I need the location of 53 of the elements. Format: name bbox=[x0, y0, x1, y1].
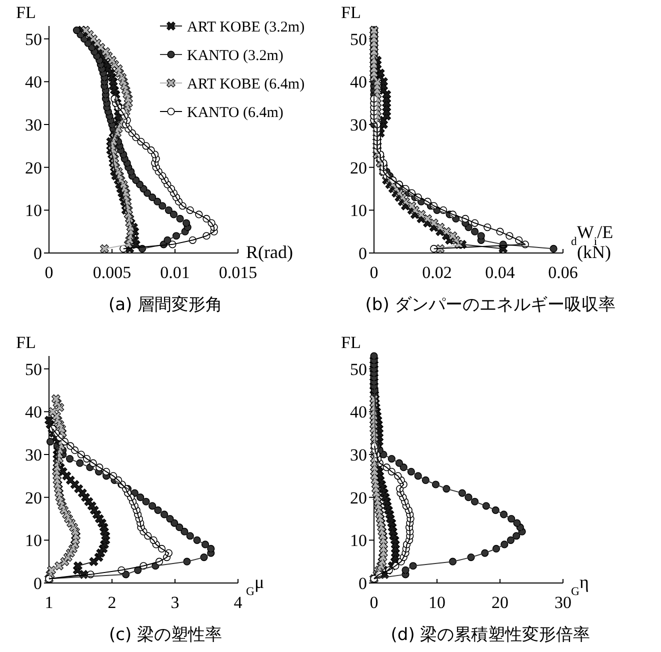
y-axis-title: FL bbox=[341, 3, 361, 22]
y-tick-label: 30 bbox=[25, 115, 42, 134]
y-tick-label: 20 bbox=[25, 158, 42, 178]
x-tick-label: 3 bbox=[170, 593, 180, 612]
x-axis-title: $_{G}$μ bbox=[246, 572, 264, 598]
y-tick-label: 10 bbox=[350, 531, 367, 550]
x-tick-label: 0.005 bbox=[92, 263, 132, 282]
y-tick-label: 40 bbox=[25, 402, 42, 422]
x-tick-label: 10 bbox=[428, 593, 446, 612]
x-tick-label: 0.06 bbox=[548, 263, 578, 282]
x-tick-label: 4 bbox=[234, 593, 243, 612]
text: (a) 層間変形角 bbox=[108, 295, 223, 315]
x-axis-title: R(rad) bbox=[246, 242, 293, 262]
x-tick-label: 20 bbox=[492, 593, 508, 612]
y-tick-label: 10 bbox=[25, 201, 42, 220]
legend-label: KANTO (6.4m) bbox=[187, 104, 284, 121]
y-tick-label: 0 bbox=[358, 574, 367, 593]
y-tick-label: 30 bbox=[350, 115, 367, 134]
y-tick-label: 50 bbox=[25, 360, 42, 379]
legend-label: ART KOBE (6.4m) bbox=[187, 76, 305, 92]
y-tick-label: 0 bbox=[34, 574, 42, 593]
y-axis-title: FL bbox=[16, 3, 36, 22]
y-tick-label: 50 bbox=[25, 30, 42, 49]
legend-label: KANTO (3.2m) bbox=[187, 48, 284, 64]
y-tick-label: 20 bbox=[350, 158, 367, 178]
y-tick-label: 40 bbox=[350, 72, 367, 92]
y-tick-label: 20 bbox=[25, 488, 42, 508]
y-tick-label: 30 bbox=[350, 445, 367, 464]
x-tick-label: 30 bbox=[554, 593, 572, 612]
x-tick-label: 1 bbox=[44, 593, 54, 612]
x-tick-label: 0.01 bbox=[160, 263, 190, 282]
y-tick-label: 10 bbox=[350, 201, 367, 220]
y-tick-label: 40 bbox=[350, 402, 367, 422]
y-tick-label: 30 bbox=[25, 445, 42, 464]
text: (b) ダンパーのエネルギー吸収率 bbox=[365, 295, 616, 315]
x-axis-title: $_{d}$W$_{i}$/E (kN) bbox=[571, 222, 614, 262]
y-tick-label: 0 bbox=[358, 244, 367, 263]
x-tick-label: 0.015 bbox=[218, 263, 258, 282]
x-tick-label: 0.02 bbox=[422, 263, 452, 282]
text: (d) 梁の累積塑性変形倍率 bbox=[390, 625, 590, 645]
legend-label: ART KOBE (3.2m) bbox=[187, 19, 305, 36]
y-tick-label: 10 bbox=[25, 531, 42, 550]
y-tick-label: 40 bbox=[25, 72, 42, 92]
y-axis-title: FL bbox=[16, 333, 36, 352]
y-tick-label: 50 bbox=[350, 360, 367, 379]
y-tick-label: 50 bbox=[350, 30, 367, 49]
x-tick-label: 0.04 bbox=[485, 263, 516, 282]
y-tick-label: 0 bbox=[34, 244, 42, 263]
y-tick-label: 20 bbox=[350, 488, 367, 508]
text: (c) 梁の塑性率 bbox=[108, 625, 222, 645]
x-tick-label: 2 bbox=[108, 593, 116, 612]
y-axis-title: FL bbox=[341, 333, 361, 352]
x-axis-title: $_{G}$η bbox=[571, 572, 589, 598]
